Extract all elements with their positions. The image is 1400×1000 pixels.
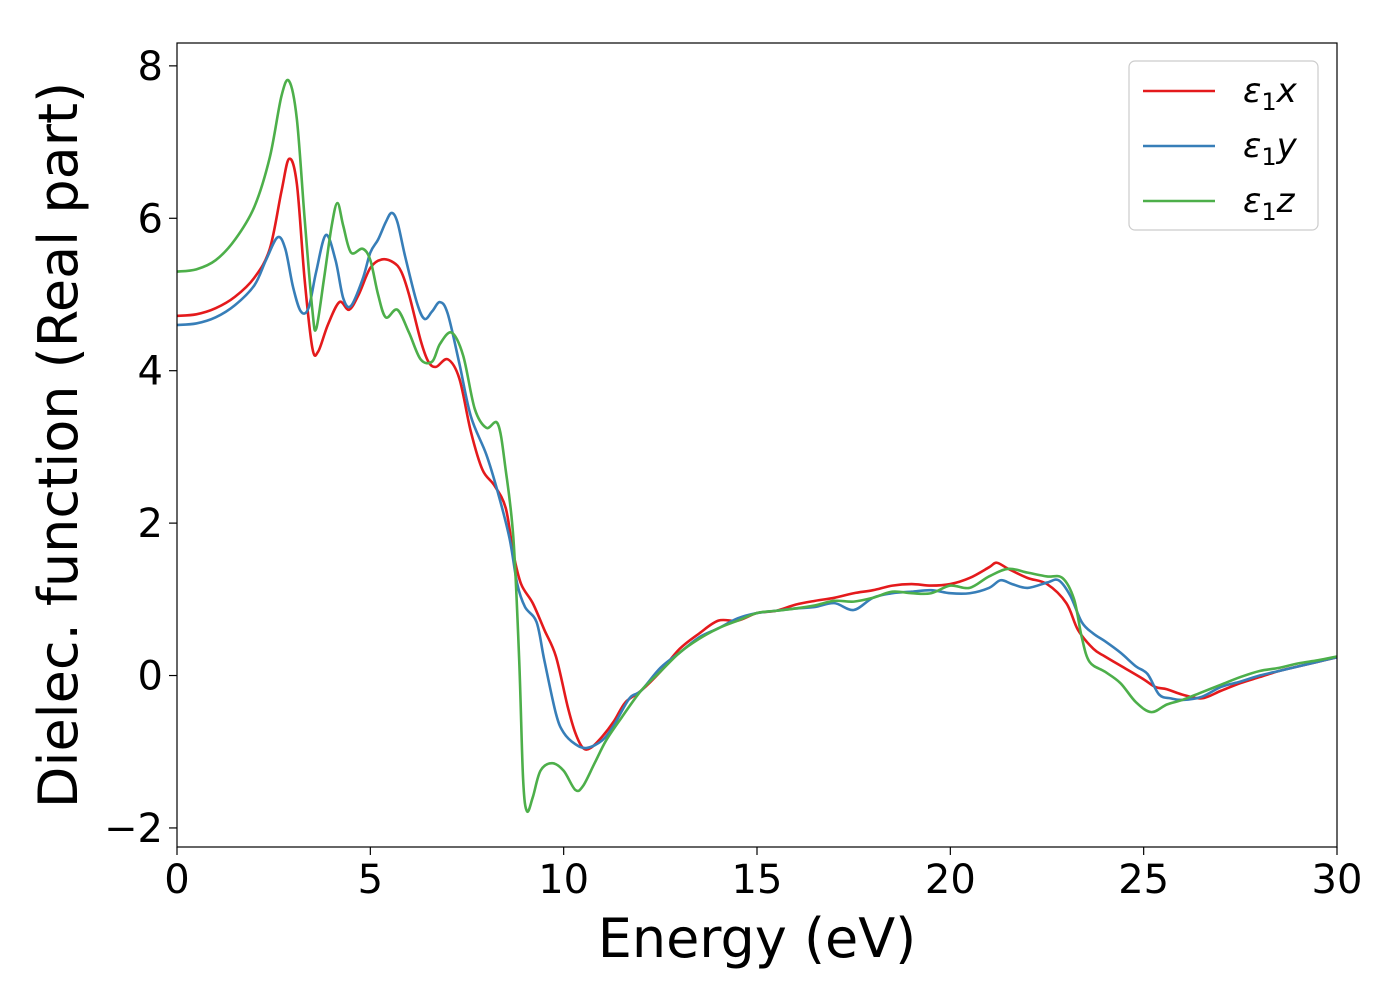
y-axis: −2 0 2 4 6 8 — [104, 44, 177, 852]
x-axis: 0 5 10 15 20 25 30 — [164, 847, 1362, 903]
x-tick-label: 0 — [164, 857, 189, 903]
x-tick-label: 25 — [1118, 857, 1169, 903]
x-tick-label: 5 — [358, 857, 383, 903]
y-tick-label: 8 — [138, 44, 163, 90]
y-tick-label: 2 — [138, 501, 163, 547]
y-axis-label: Dielec. function (Real part) — [27, 82, 90, 808]
x-tick-label: 15 — [732, 857, 783, 903]
series-line-y — [177, 211, 1337, 750]
y-tick-label: 0 — [138, 654, 163, 700]
legend-label: ε1z — [1243, 181, 1296, 226]
x-tick-label: 30 — [1312, 857, 1363, 903]
legend-label: ε1x — [1243, 71, 1298, 116]
legend: ε1x ε1y ε1z — [1128, 60, 1319, 231]
series-line-z — [177, 78, 1337, 814]
series-line-x — [177, 157, 1337, 751]
x-axis-label: Energy (eV) — [598, 907, 917, 970]
x-tick-label: 20 — [925, 857, 976, 903]
legend-label: ε1y — [1243, 126, 1298, 171]
y-tick-label: 6 — [138, 196, 163, 242]
legend-box — [1128, 60, 1319, 231]
y-tick-label: 4 — [138, 349, 163, 395]
x-tick-label: 10 — [538, 857, 589, 903]
series-layer — [177, 78, 1337, 814]
y-tick-label: −2 — [104, 806, 163, 852]
